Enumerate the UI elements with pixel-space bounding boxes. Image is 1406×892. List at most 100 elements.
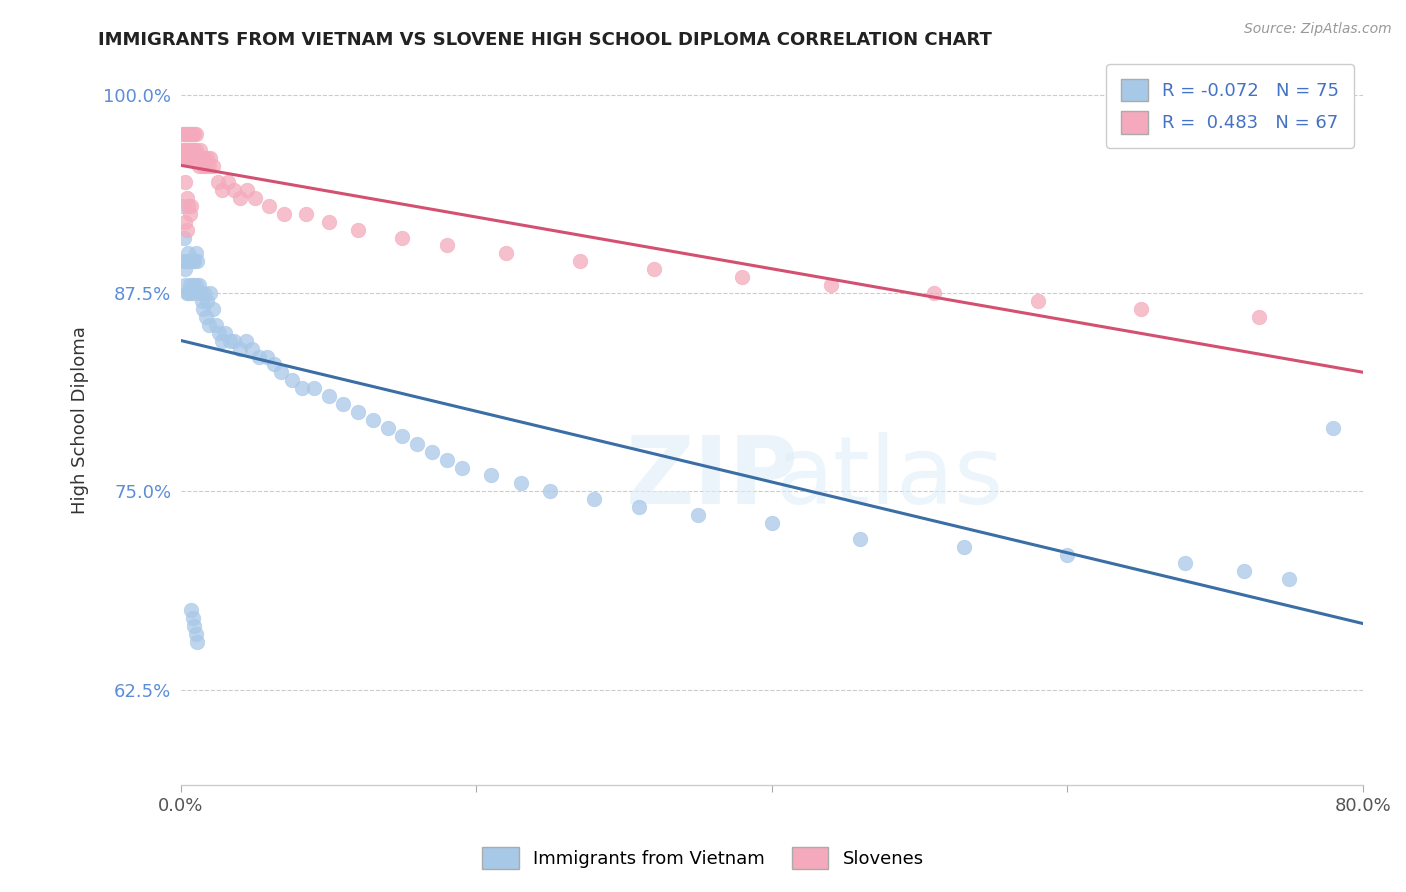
Point xyxy=(184,128,207,142)
Point xyxy=(187,159,209,173)
Point xyxy=(211,183,233,197)
Point xyxy=(952,540,974,554)
Point xyxy=(177,144,200,158)
Point xyxy=(406,436,429,450)
Point xyxy=(184,627,207,641)
Point xyxy=(177,151,200,165)
Point xyxy=(172,151,194,165)
Point xyxy=(177,286,200,301)
Point xyxy=(243,191,266,205)
Point xyxy=(1056,548,1078,562)
Point xyxy=(1322,421,1344,435)
Point xyxy=(200,286,222,301)
Point xyxy=(181,278,204,293)
Point xyxy=(436,452,458,467)
Point xyxy=(174,144,197,158)
Point xyxy=(291,381,314,395)
Point xyxy=(208,326,231,340)
Point xyxy=(318,389,340,403)
Point xyxy=(205,318,228,332)
Point xyxy=(190,151,212,165)
Point xyxy=(280,373,302,387)
Point xyxy=(332,397,354,411)
Point xyxy=(180,199,202,213)
Point xyxy=(180,144,202,158)
Point xyxy=(179,254,201,268)
Point xyxy=(180,128,202,142)
Point xyxy=(1130,301,1153,316)
Point xyxy=(183,254,205,268)
Point xyxy=(450,460,472,475)
Point xyxy=(229,342,252,356)
Point xyxy=(181,254,204,268)
Point xyxy=(686,508,709,522)
Point xyxy=(184,246,207,260)
Point xyxy=(820,278,842,293)
Point xyxy=(176,191,198,205)
Point xyxy=(176,151,198,165)
Point xyxy=(479,468,502,483)
Point xyxy=(198,318,221,332)
Point xyxy=(179,144,201,158)
Point xyxy=(229,191,252,205)
Point xyxy=(173,254,195,268)
Point xyxy=(263,358,285,372)
Y-axis label: High School Diploma: High School Diploma xyxy=(72,326,89,514)
Point xyxy=(191,159,214,173)
Point xyxy=(173,128,195,142)
Point xyxy=(347,405,370,419)
Point xyxy=(391,230,413,244)
Point xyxy=(509,476,531,491)
Point xyxy=(174,175,197,189)
Point xyxy=(180,286,202,301)
Point xyxy=(179,278,201,293)
Text: ZIP: ZIP xyxy=(626,433,799,524)
Point xyxy=(180,254,202,268)
Point xyxy=(188,286,211,301)
Point xyxy=(176,222,198,236)
Point xyxy=(186,635,208,649)
Point xyxy=(1233,564,1256,578)
Point xyxy=(183,619,205,633)
Point xyxy=(436,238,458,252)
Point xyxy=(420,444,443,458)
Point xyxy=(176,128,198,142)
Point xyxy=(177,246,200,260)
Point xyxy=(761,516,783,530)
Point xyxy=(176,144,198,158)
Point xyxy=(186,254,208,268)
Point xyxy=(391,429,413,443)
Point xyxy=(247,350,270,364)
Point xyxy=(177,128,200,142)
Point xyxy=(627,500,650,515)
Point xyxy=(259,199,281,213)
Point xyxy=(1174,556,1197,570)
Point xyxy=(184,144,207,158)
Point xyxy=(180,603,202,617)
Point xyxy=(318,215,340,229)
Point xyxy=(198,159,221,173)
Point xyxy=(173,230,195,244)
Point xyxy=(172,144,194,158)
Point xyxy=(174,215,197,229)
Point xyxy=(174,278,197,293)
Point xyxy=(538,484,561,499)
Point xyxy=(377,421,399,435)
Point xyxy=(197,151,219,165)
Point xyxy=(193,286,215,301)
Point xyxy=(176,286,198,301)
Point xyxy=(849,532,872,546)
Point xyxy=(270,365,292,379)
Point xyxy=(1249,310,1271,324)
Legend: R = -0.072   N = 75, R =  0.483   N = 67: R = -0.072 N = 75, R = 0.483 N = 67 xyxy=(1107,64,1354,148)
Point xyxy=(181,611,204,625)
Point xyxy=(256,350,278,364)
Point xyxy=(173,151,195,165)
Text: atlas: atlas xyxy=(776,433,1004,524)
Point xyxy=(193,151,215,165)
Point xyxy=(495,246,517,260)
Point xyxy=(190,293,212,308)
Point xyxy=(922,286,945,301)
Point xyxy=(186,151,208,165)
Point xyxy=(194,159,217,173)
